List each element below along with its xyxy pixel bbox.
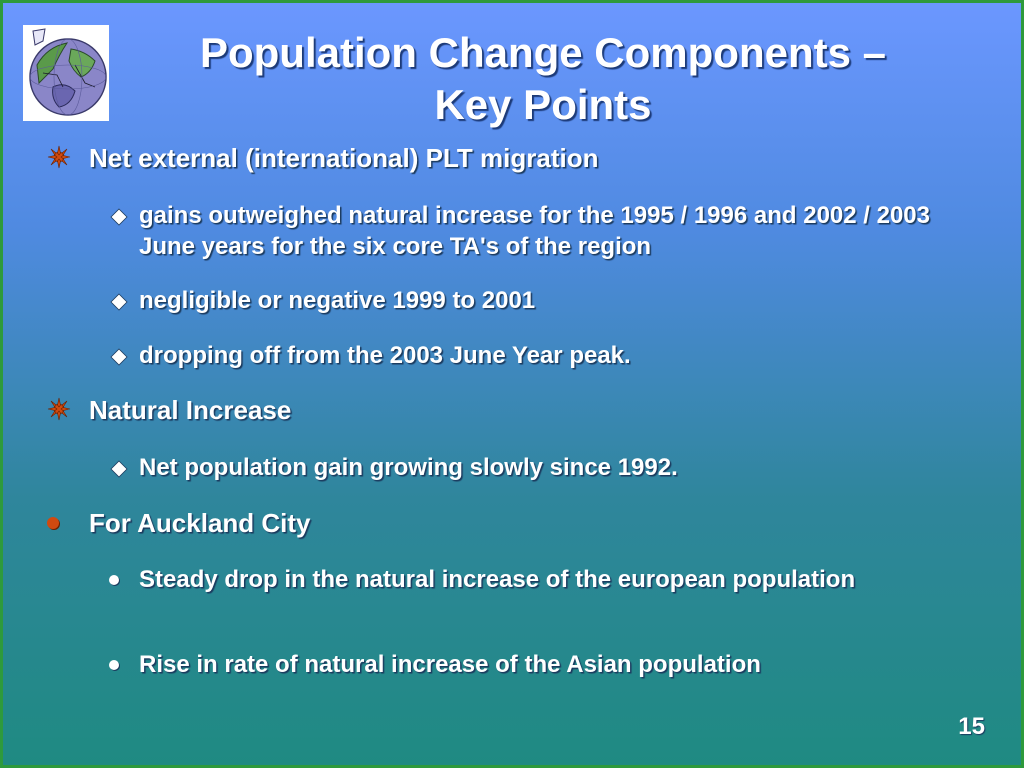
bullet-text: dropping off from the 2003 June Year pea… (139, 342, 631, 369)
diamond-bullet-icon (109, 456, 129, 478)
bullet-level1: Natural Increase (47, 395, 292, 425)
bullet-level2: Rise in rate of natural increase of the … (109, 649, 939, 680)
title-line-2: Key Points (434, 81, 652, 128)
diamond-bullet-icon (109, 289, 129, 311)
bullet-text: Rise in rate of natural increase of the … (139, 651, 761, 678)
bullet-level1: For Auckland City (47, 508, 311, 538)
dot-bullet-icon (109, 660, 119, 670)
slide-content: Net external (international) PLT migrati… (3, 3, 1021, 765)
bullet-text: negligible or negative 1999 to 2001 (139, 287, 536, 314)
bullet-level2: negligible or negative 1999 to 2001 (110, 285, 939, 316)
bullet-level2: Net population gain growing slowly since… (110, 452, 939, 483)
title-line-1: Population Change Components – (199, 29, 886, 76)
bullet-level2: gains outweighed natural increase for th… (110, 200, 939, 262)
bullet-level2: dropping off from the 2003 June Year pea… (110, 340, 939, 371)
page-number: 15 (958, 713, 985, 740)
bullet-text: Net population gain growing slowly since… (139, 454, 678, 481)
bullet-text: Natural Increase (89, 395, 292, 425)
star-bullet-icon (47, 397, 71, 421)
globe-logo-icon (23, 25, 109, 121)
diamond-bullet-icon (109, 344, 129, 366)
diamond-bullet-icon (109, 204, 129, 226)
dot-bullet-icon (109, 575, 119, 585)
bullet-level2: Steady drop in the natural increase of t… (109, 564, 939, 595)
bullet-level1: Net external (international) PLT migrati… (47, 143, 599, 173)
bullet-text: Net external (international) PLT migrati… (89, 143, 599, 173)
bullet-text: Steady drop in the natural increase of t… (139, 566, 856, 593)
star-bullet-icon (47, 145, 71, 169)
dot-bullet-icon (47, 517, 59, 529)
slide-title: Population Change Components – Key Point… (113, 27, 973, 131)
bullet-text: gains outweighed natural increase for th… (139, 202, 931, 260)
bullet-text: For Auckland City (89, 508, 311, 538)
